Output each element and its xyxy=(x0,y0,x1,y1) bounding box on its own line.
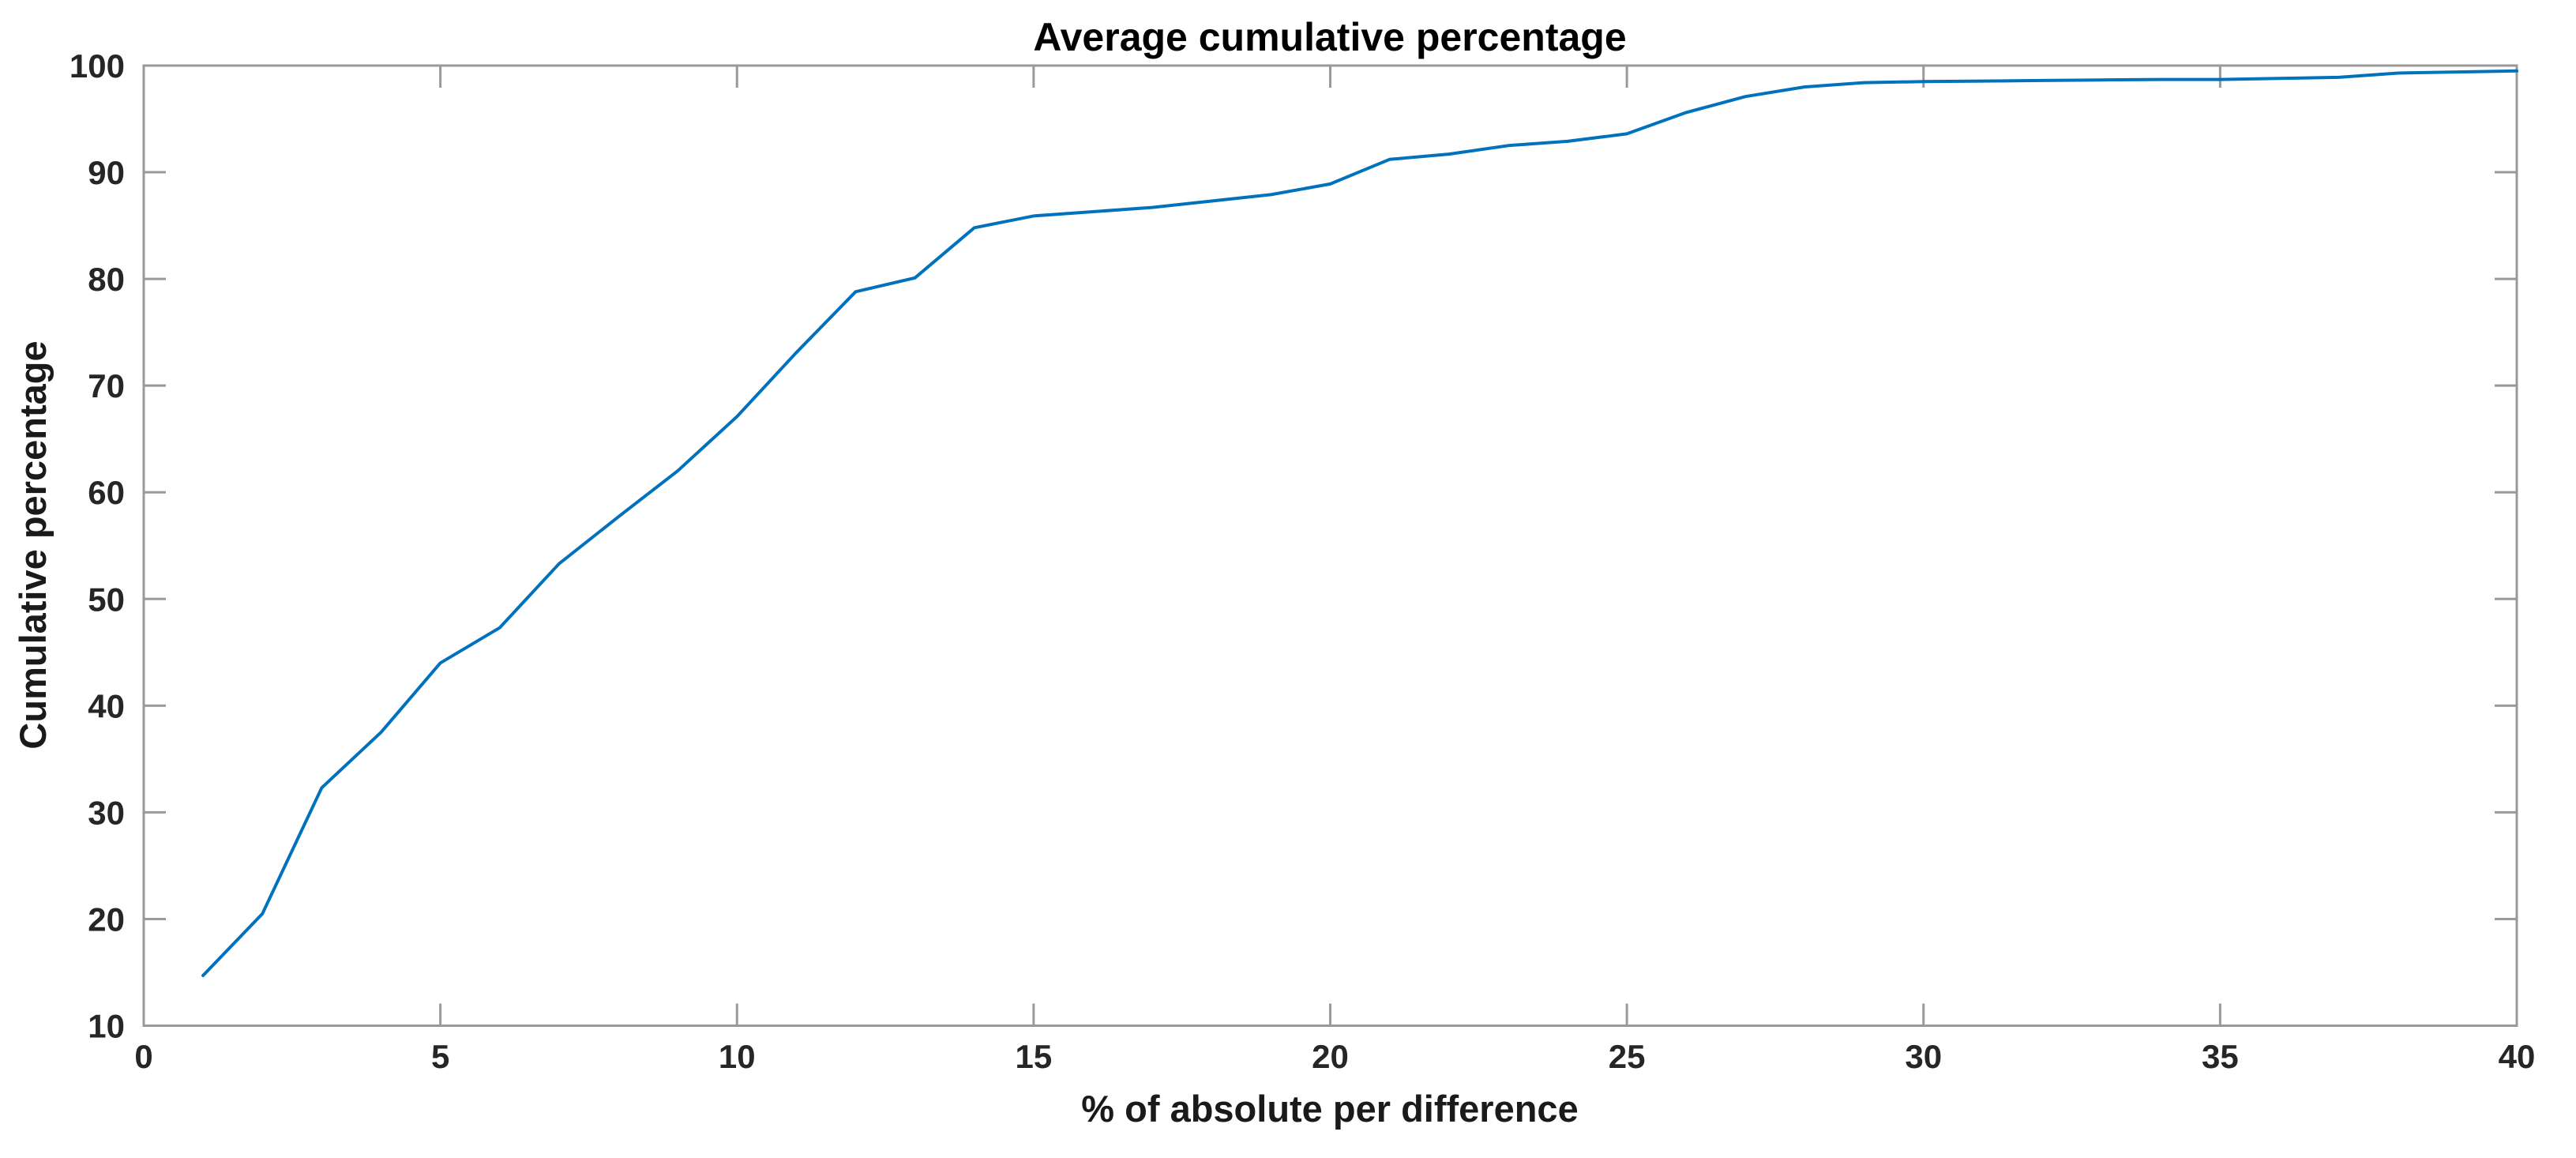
plot-area xyxy=(142,64,2518,1027)
x-tick-labels: 0 5 10 15 20 25 30 35 40 xyxy=(134,1038,2535,1075)
y-tick-label: 100 xyxy=(69,47,125,85)
y-tick-labels: 10 20 30 40 50 60 70 80 90 100 xyxy=(69,47,125,1045)
y-tick-label: 10 xyxy=(88,1008,125,1045)
x-tick-label: 15 xyxy=(1016,1038,1053,1075)
y-tick-label: 20 xyxy=(88,900,125,938)
y-tick-label: 40 xyxy=(88,687,125,724)
y-axis-label: Cumulative percentage xyxy=(12,340,54,749)
x-tick-label: 25 xyxy=(1609,1038,1646,1075)
x-tick-label: 0 xyxy=(134,1038,152,1075)
x-tick-label: 30 xyxy=(1905,1038,1942,1075)
chart-title: Average cumulative percentage xyxy=(1033,15,1626,59)
y-tick-label: 50 xyxy=(88,581,125,618)
x-tick-label: 5 xyxy=(431,1038,449,1075)
y-tick-label: 70 xyxy=(88,367,125,404)
x-axis-label: % of absolute per difference xyxy=(1081,1088,1578,1130)
y-tick-label: 90 xyxy=(88,154,125,191)
y-tick-label: 60 xyxy=(88,474,125,511)
y-tick-label: 80 xyxy=(88,261,125,298)
x-tick-label: 40 xyxy=(2499,1038,2536,1075)
x-tick-label: 10 xyxy=(719,1038,756,1075)
data-line xyxy=(201,69,2518,977)
x-tick-label: 35 xyxy=(2202,1038,2239,1075)
axis-ticks xyxy=(142,64,2518,1027)
x-tick-label: 20 xyxy=(1312,1038,1349,1075)
y-tick-label: 30 xyxy=(88,794,125,831)
